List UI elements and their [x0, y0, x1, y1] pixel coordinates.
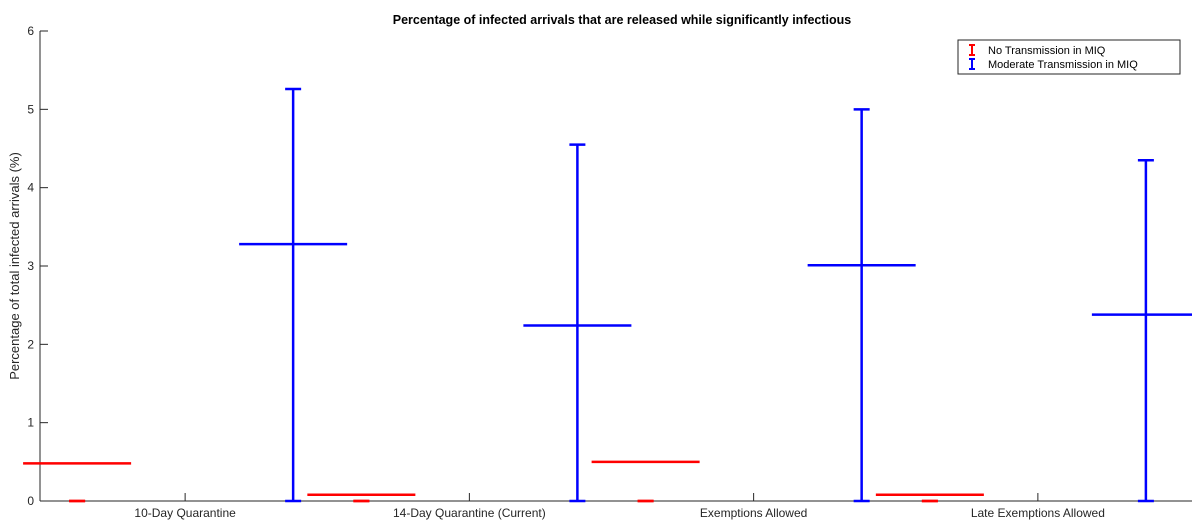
x-tick-label: 10-Day Quarantine: [134, 506, 236, 520]
y-tick-label: 3: [27, 259, 34, 273]
legend: No Transmission in MIQ Moderate Transmis…: [957, 39, 1181, 75]
series-no-transmission: [23, 460, 984, 503]
y-tick-label: 6: [27, 24, 34, 38]
x-tick-label: 14-Day Quarantine (Current): [393, 506, 546, 520]
x-tick-label: Late Exemptions Allowed: [971, 506, 1105, 520]
legend-marker-no-transmission: [969, 44, 975, 56]
legend-marker-moderate-transmission: [969, 58, 975, 70]
axes: 0 1 2 3 4 5 6 10-Day Quarantine 14-Day Quarantin…: [27, 24, 1192, 520]
legend-label-no-transmission: No Transmission in MIQ: [988, 45, 1106, 57]
y-tick-label: 5: [27, 102, 34, 116]
x-tick-label: Exemptions Allowed: [700, 506, 807, 520]
y-tick-label: 4: [27, 181, 34, 195]
y-tick-label: 0: [27, 494, 34, 508]
series-moderate-transmission: [239, 87, 1192, 503]
y-tick-label: 1: [27, 416, 34, 430]
error-bars: [23, 87, 1192, 503]
y-tick-label: 2: [27, 337, 34, 351]
legend-label-moderate-transmission: Moderate Transmission in MIQ: [988, 59, 1138, 71]
y-axis-label: Percentage of total infected arrivals (%…: [7, 152, 22, 380]
chart-title: Percentage of infected arrivals that are…: [393, 13, 852, 27]
legend-box: [957, 39, 1181, 75]
